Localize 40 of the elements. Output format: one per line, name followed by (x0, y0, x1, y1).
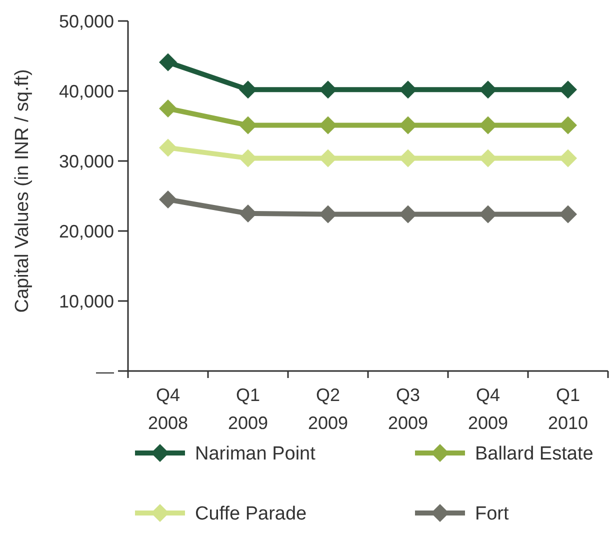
x-tick-label: Q2 2009 (308, 385, 348, 433)
legend-label: Cuffe Parade (195, 504, 307, 525)
point (319, 149, 337, 168)
point (159, 190, 177, 208)
point (159, 138, 177, 157)
point (559, 80, 577, 99)
point (479, 149, 497, 168)
point (319, 116, 337, 134)
y-tick-label: 40,000 (58, 81, 114, 102)
point (399, 149, 417, 168)
point (559, 116, 577, 134)
y-tick-label: 10,000 (58, 291, 114, 312)
x-tick-label: Q4 2008 (148, 385, 188, 433)
point (559, 205, 577, 224)
point (239, 80, 257, 99)
point (399, 80, 417, 99)
point (159, 53, 177, 72)
point (239, 116, 257, 134)
legend-label: Ballard Estate (475, 444, 594, 465)
x-tick-label: Q4 2009 (468, 385, 508, 433)
point (479, 205, 497, 224)
point (159, 100, 177, 118)
point (319, 80, 337, 99)
legend-label: Nariman Point (195, 444, 316, 465)
y-tick-label: 20,000 (58, 221, 114, 242)
y-tick-label: — (96, 361, 114, 382)
point (319, 205, 337, 224)
x-tick-label: Q3 2009 (388, 385, 428, 433)
point (239, 149, 257, 168)
y-tick-label: 30,000 (58, 151, 114, 172)
point (559, 149, 577, 168)
y-axis-title: Capital Values (in INR / sq.ft) (12, 69, 33, 313)
point (479, 116, 497, 134)
x-tick-label: Q1 2010 (548, 385, 588, 433)
point (399, 205, 417, 224)
x-tick-label: Q1 2009 (228, 385, 268, 433)
point (399, 116, 417, 134)
legend-label: Fort (475, 504, 510, 525)
y-tick-label: 50,000 (58, 11, 114, 32)
point (479, 80, 497, 99)
